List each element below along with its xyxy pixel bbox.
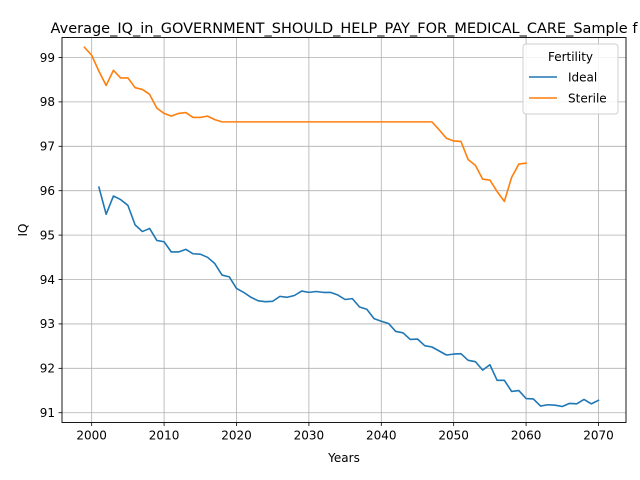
legend-box: [522, 43, 619, 115]
y-tick-label: 96: [40, 184, 55, 198]
x-tick-label: 2060: [511, 429, 542, 443]
legend-title: Fertility: [548, 50, 593, 64]
y-tick-label: 94: [40, 273, 55, 287]
y-tick-label: 93: [40, 317, 55, 331]
legend: Fertility Ideal Sterile: [522, 43, 619, 115]
y-axis-label: IQ: [16, 224, 30, 237]
series-line-ideal: [97, 186, 600, 408]
x-tick-label: 2040: [366, 429, 397, 443]
chart-title: Average_IQ_in_GOVERNMENT_SHOULD_HELP_PAY…: [51, 21, 639, 37]
x-tick-label: 2020: [221, 429, 252, 443]
series-group: [83, 46, 600, 408]
y-tick-label: 92: [40, 362, 55, 376]
x-tick-label: 2010: [149, 429, 180, 443]
y-tick-label: 91: [40, 406, 55, 420]
series-line-sterile: [83, 46, 527, 203]
axis-ticks: 2000 2010 2020 2030 2040 2050 2060 2070 91 92 93 94…: [40, 51, 614, 443]
x-axis-label: Years: [327, 451, 360, 465]
x-tick-label: 2070: [583, 429, 614, 443]
plot-area-frame: [61, 37, 627, 423]
y-tick-label: 99: [40, 51, 55, 65]
x-tick-label: 2030: [294, 429, 325, 443]
legend-label-sterile: Sterile: [568, 92, 607, 106]
y-tick-label: 95: [40, 228, 55, 242]
y-tick-label: 98: [40, 95, 55, 109]
x-tick-label: 2050: [438, 429, 469, 443]
x-tick-label: 2000: [76, 429, 107, 443]
y-tick-label: 97: [40, 140, 55, 154]
legend-label-ideal: Ideal: [568, 71, 597, 85]
